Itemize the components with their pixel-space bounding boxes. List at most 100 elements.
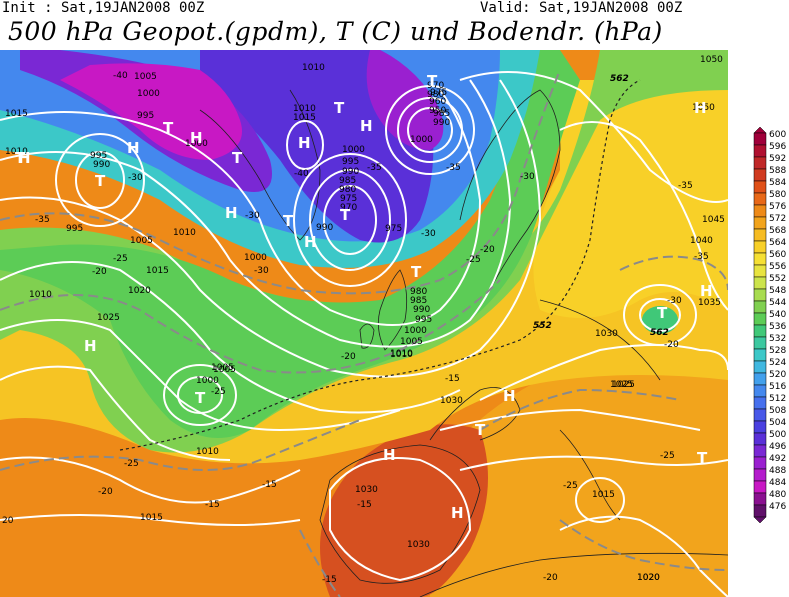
pressure-label: 1010	[5, 147, 28, 157]
low-center: T	[657, 304, 668, 322]
pressure-label: 1025	[612, 380, 635, 390]
isobars	[0, 71, 728, 597]
legend-color-cell	[753, 444, 767, 458]
header: Init : Sat,19JAN2008 00Z Valid: Sat,19JA…	[0, 0, 789, 48]
legend-color-cell	[753, 216, 767, 230]
pressure-label: 995	[137, 111, 154, 121]
pressure-label: 1030	[595, 329, 618, 339]
temp-label: -20	[543, 573, 558, 583]
coast-baltic	[539, 299, 661, 381]
pressure-label: 985	[433, 109, 450, 119]
legend-level-label: 600	[769, 130, 786, 140]
legend-level-label: 476	[769, 502, 786, 512]
valid-time-label: Valid: Sat,19JAN2008 00Z	[480, 0, 683, 16]
low-center: T	[195, 389, 206, 407]
temp-label: -35	[35, 215, 50, 225]
coast-north-africa	[419, 552, 728, 597]
pressure-label: 970	[427, 81, 444, 91]
legend-level-label: 532	[769, 334, 786, 344]
legend-color-cell	[753, 240, 767, 254]
legend-level-label: 548	[769, 286, 786, 296]
pressure-label: 1015	[592, 490, 615, 500]
pressure-label: 1020	[128, 286, 151, 296]
pressure-label: 995	[342, 157, 359, 167]
pressure-label: 990	[433, 118, 450, 128]
legend-color-cell	[753, 372, 767, 386]
pressure-label: 970	[340, 203, 357, 213]
gpdm-label: 562	[610, 74, 629, 84]
temp-label: -20	[664, 340, 679, 350]
low-center: T	[340, 206, 351, 224]
legend-level-label: 504	[769, 418, 786, 428]
temp-label: -40	[113, 71, 128, 81]
pressure-label: 990	[93, 160, 110, 170]
field-light-green	[0, 50, 580, 438]
legend-level-label: 556	[769, 262, 786, 272]
legend-level-label: 492	[769, 454, 786, 464]
pressure-label: 1005	[134, 72, 157, 82]
coast-italy	[559, 429, 621, 521]
low-center: T	[15, 149, 26, 167]
temp-label: -25	[660, 451, 675, 461]
legend-level-label: 496	[769, 442, 786, 452]
temp-label: -30	[520, 172, 535, 182]
high-center: H	[503, 387, 516, 405]
legend-level-label: 484	[769, 478, 786, 488]
high-center: H	[383, 446, 396, 464]
legend-color-cell	[753, 456, 767, 470]
pressure-label: 1020	[637, 573, 660, 583]
high-center: H	[225, 204, 238, 222]
low-center: T	[411, 263, 422, 281]
legend-level-label: 572	[769, 214, 786, 224]
pressure-label: 1040	[690, 236, 713, 246]
low-center: T	[232, 149, 243, 167]
temp-label: -20	[98, 487, 113, 497]
temp-label: -30	[245, 211, 260, 221]
field-magenta	[60, 63, 242, 161]
legend-color-cell	[753, 300, 767, 314]
pressure-label: 1020	[637, 573, 660, 583]
pressure-label: 990	[413, 305, 430, 315]
pressure-label: 1050	[700, 55, 723, 65]
legend-level-label: 576	[769, 202, 786, 212]
legend-color-cell	[753, 432, 767, 446]
legend-color-cell	[753, 396, 767, 410]
legend-level-label: 500	[769, 430, 786, 440]
init-time-label: Init : Sat,19JAN2008 00Z	[2, 0, 205, 16]
map-labels: 552 562 562 1010 1005 1000 995 1015 1010…	[2, 55, 725, 585]
temp-label: -15	[205, 500, 220, 510]
legend-level-label: 580	[769, 190, 786, 200]
weather-map: 552 562 562 1010 1005 1000 995 1015 1010…	[0, 50, 728, 597]
temp-label: -25	[211, 387, 226, 397]
pressure-label: 980	[339, 185, 356, 195]
pressure-label: 1000	[342, 145, 365, 155]
temp-label: -15	[357, 500, 372, 510]
legend-level-label: 520	[769, 370, 786, 380]
pressure-label: 1025	[610, 380, 633, 390]
legend-level-label: 488	[769, 466, 786, 476]
pressure-label: 990	[316, 223, 333, 233]
pressure-label: 1005	[130, 236, 153, 246]
gpdm-label: 562	[650, 328, 669, 338]
temp-label: -35	[367, 163, 382, 173]
gpdm-label: 552	[533, 321, 552, 331]
temp-label: -15	[322, 575, 337, 585]
pressure-label: 1005	[211, 363, 234, 373]
field-red-orange	[320, 424, 488, 597]
legend-color-cell	[753, 336, 767, 350]
high-center: H	[360, 117, 373, 135]
contour-552	[119, 79, 641, 451]
pressure-label: 960	[429, 97, 446, 107]
coast-scandinavia	[459, 89, 561, 291]
legend-color-cell	[753, 492, 767, 506]
pressure-label: 995	[90, 151, 107, 161]
legend-color-cell	[753, 348, 767, 362]
temp-label: -25	[563, 481, 578, 491]
legend-level-label: 596	[769, 142, 786, 152]
temp-label: -30	[128, 173, 143, 183]
pressure-label: 1045	[702, 215, 725, 225]
low-center: T	[95, 172, 106, 190]
legend-level-label: 564	[769, 238, 786, 248]
legend-color-cell	[753, 156, 767, 170]
legend-level-label: 516	[769, 382, 786, 392]
